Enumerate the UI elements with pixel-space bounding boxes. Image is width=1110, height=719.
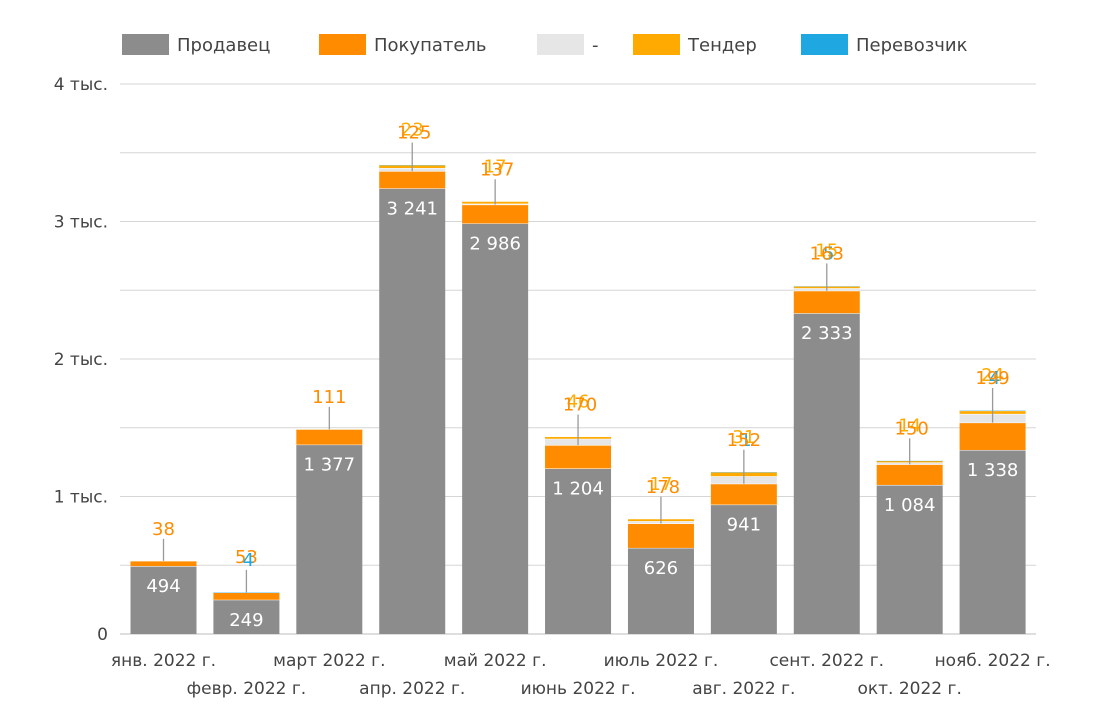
bar-segment-2	[545, 445, 612, 469]
stack-value-label: 15	[815, 240, 838, 261]
x-tick-label: май 2022 г.	[444, 651, 547, 671]
legend: Продавец Покупатель - Тендер Перевозчик	[122, 34, 968, 56]
y-tick-label: 0	[97, 625, 108, 645]
x-tick-label: март 2022 г.	[273, 651, 385, 671]
legend-swatch	[633, 34, 680, 55]
bar-segment-1	[130, 566, 197, 634]
bar-segment-2	[876, 464, 943, 485]
bar-segment-2	[379, 171, 446, 189]
stack-value-label: 5	[823, 243, 834, 264]
stack-value-label: 152	[727, 430, 761, 451]
bar-segment-1	[545, 468, 612, 634]
bar-segment-2	[462, 204, 529, 224]
bar-value-label: 3 241	[386, 198, 438, 219]
bar-value-label: 494	[146, 576, 180, 597]
legend-label: Покупатель	[374, 35, 487, 56]
bar-segment-2	[959, 422, 1026, 451]
bar-segment-2	[213, 592, 280, 600]
bar-value-label: 941	[727, 515, 761, 536]
y-tick-label: 4 тыс.	[54, 75, 108, 95]
stack-value-label: 31	[732, 427, 755, 448]
bar-value-label: 1 338	[967, 460, 1019, 481]
legend-label: -	[592, 35, 599, 56]
x-tick-label: июнь 2022 г.	[521, 679, 636, 699]
y-axis: 0 1 тыс. 2 тыс. 3 тыс. 4 тыс.	[54, 75, 108, 645]
y-tick-label: 3 тыс.	[54, 213, 108, 233]
x-tick-label: окт. 2022 г.	[857, 679, 961, 699]
legend-label: Перевозчик	[856, 35, 968, 56]
legend-label: Продавец	[177, 35, 270, 56]
bar-segment-1	[213, 599, 280, 634]
bar-value-label: 249	[229, 610, 263, 631]
stack-value-label: 17	[484, 156, 507, 177]
stack-value-label: 111	[312, 387, 346, 408]
stack-value-label: 38	[152, 519, 175, 540]
stack-value-label: 170	[563, 395, 597, 416]
bar-segment-1	[876, 484, 943, 634]
stack-value-label: 150	[895, 418, 929, 439]
legend-swatch	[801, 34, 848, 55]
y-tick-label: 2 тыс.	[54, 350, 108, 370]
stack-value-label: 137	[480, 159, 514, 180]
bar-segment-1	[462, 223, 529, 635]
y-tick-label: 1 тыс.	[54, 488, 108, 508]
bar-segment-2	[710, 483, 777, 505]
stack-value-label: 163	[810, 243, 844, 264]
x-tick-label: авг. 2022 г.	[692, 679, 795, 699]
stack-value-label: 46	[567, 392, 590, 413]
stack-value-label: 14	[898, 415, 921, 436]
bar-segment-2	[130, 560, 197, 567]
bar-segment-1	[379, 188, 446, 635]
x-tick-label: февр. 2022 г.	[187, 679, 307, 699]
bar-segment-2	[793, 290, 860, 314]
bar-segment-2	[296, 429, 363, 445]
bars	[130, 164, 1026, 635]
x-tick-label: апр. 2022 г.	[359, 679, 465, 699]
x-tick-label: янв. 2022 г.	[111, 651, 216, 671]
stack-value-label: 53	[235, 547, 258, 568]
stack-value-label: 178	[646, 477, 680, 498]
bar-segment-1	[710, 504, 777, 634]
bar-segment-2	[627, 523, 694, 548]
stack-value-label: 17	[650, 474, 673, 495]
bar-value-label: 2 986	[469, 233, 521, 254]
legend-label: Тендер	[687, 35, 757, 56]
x-tick-label: сент. 2022 г.	[769, 651, 884, 671]
bar-segment-1	[296, 444, 363, 634]
stack-value-label: 4	[243, 550, 254, 571]
bar-value-label: 1 204	[552, 478, 604, 499]
legend-swatch	[319, 34, 366, 55]
legend-swatch	[122, 34, 169, 55]
stack-value-label: 1	[740, 430, 751, 451]
bar-segment-1	[627, 547, 694, 634]
x-tick-label: нояб. 2022 г.	[935, 651, 1051, 671]
stack-value-label: 23	[401, 120, 424, 141]
bar-segment-1	[959, 450, 1026, 634]
bar-value-label: 1 377	[304, 455, 356, 476]
stack-value-label: 24	[981, 365, 1004, 386]
bar-value-label: 2 333	[801, 323, 853, 344]
x-axis: янв. 2022 г. февр. 2022 г. март 2022 г. апр…	[111, 651, 1051, 699]
bar-value-label: 1 084	[884, 495, 936, 516]
x-tick-label: июль 2022 г.	[604, 651, 719, 671]
legend-swatch	[537, 34, 584, 55]
stack-value-label: 4	[989, 368, 1000, 389]
bar-segment-1	[793, 313, 860, 634]
stack-value-label: 199	[975, 368, 1009, 389]
bar-value-label: 626	[644, 558, 678, 579]
stack-value-label: 125	[397, 123, 431, 144]
